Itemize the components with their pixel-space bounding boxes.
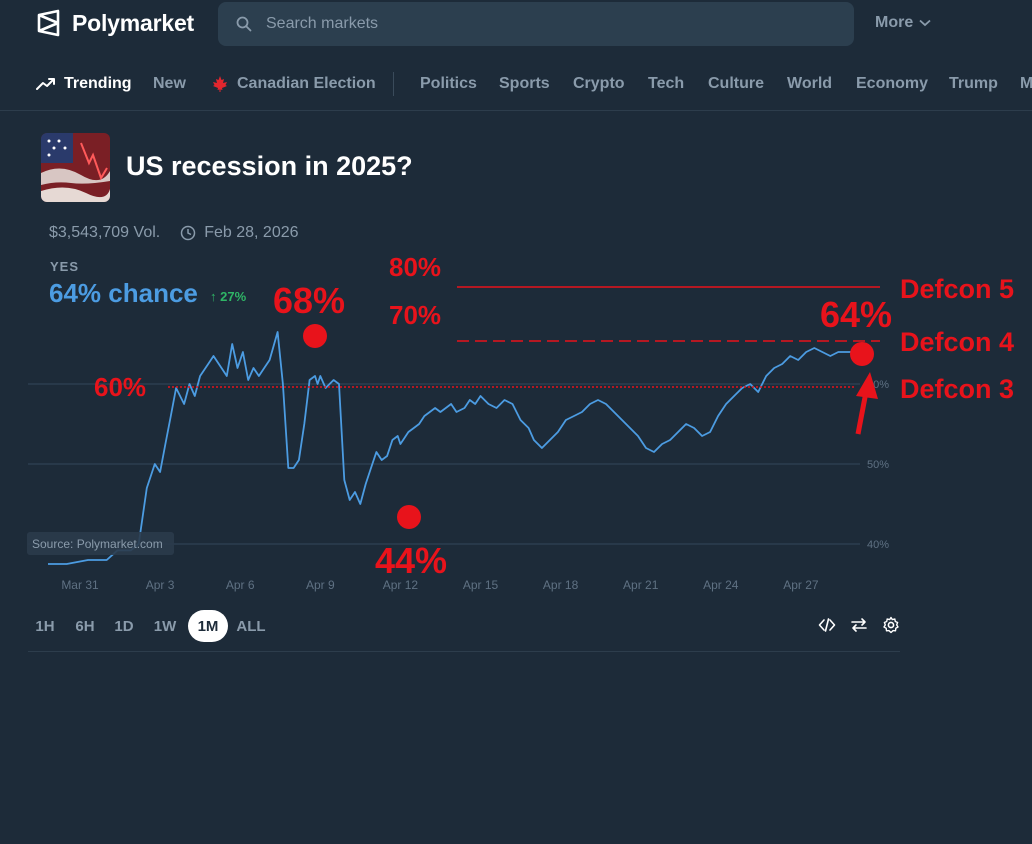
x-tick-label: Apr 6	[226, 578, 255, 592]
end-date: Feb 28, 2026	[204, 224, 299, 241]
peak-marker	[303, 324, 327, 348]
x-tick-label: Apr 21	[623, 578, 659, 592]
y-tick-label: 50%	[867, 459, 889, 471]
clock-icon	[180, 225, 196, 241]
nav-label: Canadian Election	[237, 75, 376, 92]
price-chart[interactable]: 60% 50% 40% Mar 31 Apr 3 Apr 6 Apr 9 Apr 12 Apr …	[0, 250, 1032, 610]
arrow-head	[856, 372, 878, 399]
nav-trump[interactable]: Trump	[949, 75, 998, 93]
nav-trending[interactable]: Trending	[36, 75, 132, 93]
nav-canadian-election[interactable]: Canadian Election	[211, 75, 376, 93]
annotation-peak: 68%	[273, 280, 345, 321]
x-tick-label: Apr 18	[543, 578, 579, 592]
more-label: More	[875, 14, 914, 31]
low-marker	[397, 505, 421, 529]
more-menu[interactable]: More	[875, 14, 931, 32]
outcome-label: YES	[50, 259, 80, 274]
nav-divider	[393, 72, 394, 96]
annotation-60: 60%	[94, 372, 146, 402]
maple-leaf-icon	[213, 76, 227, 92]
range-1h[interactable]: 1H	[35, 617, 55, 635]
annotation-low: 44%	[375, 540, 447, 581]
market-title: US recession in 2025?	[126, 151, 413, 181]
volume-text: $3,543,709 Vol.	[49, 224, 161, 241]
nav-label: New	[153, 75, 186, 92]
annotation-80: 80%	[389, 252, 441, 282]
chart-tools	[818, 616, 900, 634]
x-tick-label: Apr 27	[783, 578, 819, 592]
source-badge	[27, 532, 174, 555]
nav-economy[interactable]: Economy	[856, 75, 928, 93]
x-tick-label: Apr 12	[383, 578, 419, 592]
category-nav: Trending New Canadian Election Politics …	[0, 64, 1032, 104]
chance-value: 64% chance	[49, 278, 198, 308]
source-label: Source: Polymarket.com	[32, 537, 163, 551]
search-icon	[236, 16, 252, 32]
chance-change: ↑ 27%	[210, 289, 247, 304]
nav-label: M	[1020, 75, 1032, 92]
nav-world[interactable]: World	[787, 75, 832, 93]
nav-new[interactable]: New	[153, 75, 186, 93]
nav-culture[interactable]: Culture	[708, 75, 764, 93]
market-thumbnail	[41, 133, 110, 202]
series-line	[48, 331, 852, 565]
time-range-bar: 1H 6H 1D 1W 1M ALL	[28, 610, 900, 642]
arrow-shaft	[855, 391, 869, 435]
app-name: Polymarket	[72, 9, 195, 36]
annotation-current: 64%	[820, 294, 892, 335]
header-divider	[0, 110, 1032, 111]
x-tick-label: Apr 15	[463, 578, 499, 592]
nav-label: Trump	[949, 75, 998, 92]
swap-icon[interactable]	[850, 616, 868, 634]
market-meta: $3,543,709 Vol. Feb 28, 2026	[49, 224, 299, 242]
range-all[interactable]: ALL	[236, 617, 266, 635]
controls-divider	[28, 651, 900, 652]
nav-label: Tech	[648, 75, 685, 92]
x-tick-label: Apr 3	[146, 578, 175, 592]
x-tick-label: Apr 24	[703, 578, 739, 592]
x-tick-label: Apr 9	[306, 578, 335, 592]
nav-crypto[interactable]: Crypto	[573, 75, 625, 93]
search-input[interactable]	[266, 15, 826, 33]
x-tick-label: Mar 31	[61, 578, 99, 592]
polymarket-logo-icon	[37, 9, 60, 37]
top-bar: Polymarket More	[0, 0, 1032, 50]
nav-label: Culture	[708, 75, 764, 92]
range-1w[interactable]: 1W	[153, 617, 177, 635]
nav-tech[interactable]: Tech	[648, 75, 684, 93]
settings-icon[interactable]	[882, 616, 900, 634]
nav-label: Economy	[856, 75, 929, 92]
y-tick-label: 40%	[867, 539, 889, 551]
label-defcon-5: Defcon 5	[900, 274, 1014, 304]
search-bar[interactable]	[218, 2, 854, 46]
nav-more-item[interactable]: M	[1020, 75, 1032, 93]
nav-label: Crypto	[573, 75, 625, 92]
label-defcon-4: Defcon 4	[900, 327, 1014, 357]
current-marker	[850, 342, 874, 366]
polymarket-logo[interactable]: Polymarket	[36, 9, 194, 37]
label-defcon-3: Defcon 3	[900, 374, 1014, 404]
range-6h[interactable]: 6H	[75, 617, 95, 635]
trending-up-icon	[36, 78, 55, 90]
embed-code-icon[interactable]	[818, 616, 836, 634]
nav-label: Sports	[499, 75, 550, 92]
chevron-down-icon	[919, 19, 931, 27]
nav-politics[interactable]: Politics	[420, 75, 477, 93]
nav-label: World	[787, 75, 833, 92]
nav-label: Trending	[64, 75, 132, 92]
nav-sports[interactable]: Sports	[499, 75, 550, 93]
annotation-70: 70%	[389, 300, 441, 330]
range-1d[interactable]: 1D	[114, 617, 134, 635]
nav-label: Politics	[420, 75, 477, 92]
range-1m[interactable]: 1M	[188, 610, 228, 642]
